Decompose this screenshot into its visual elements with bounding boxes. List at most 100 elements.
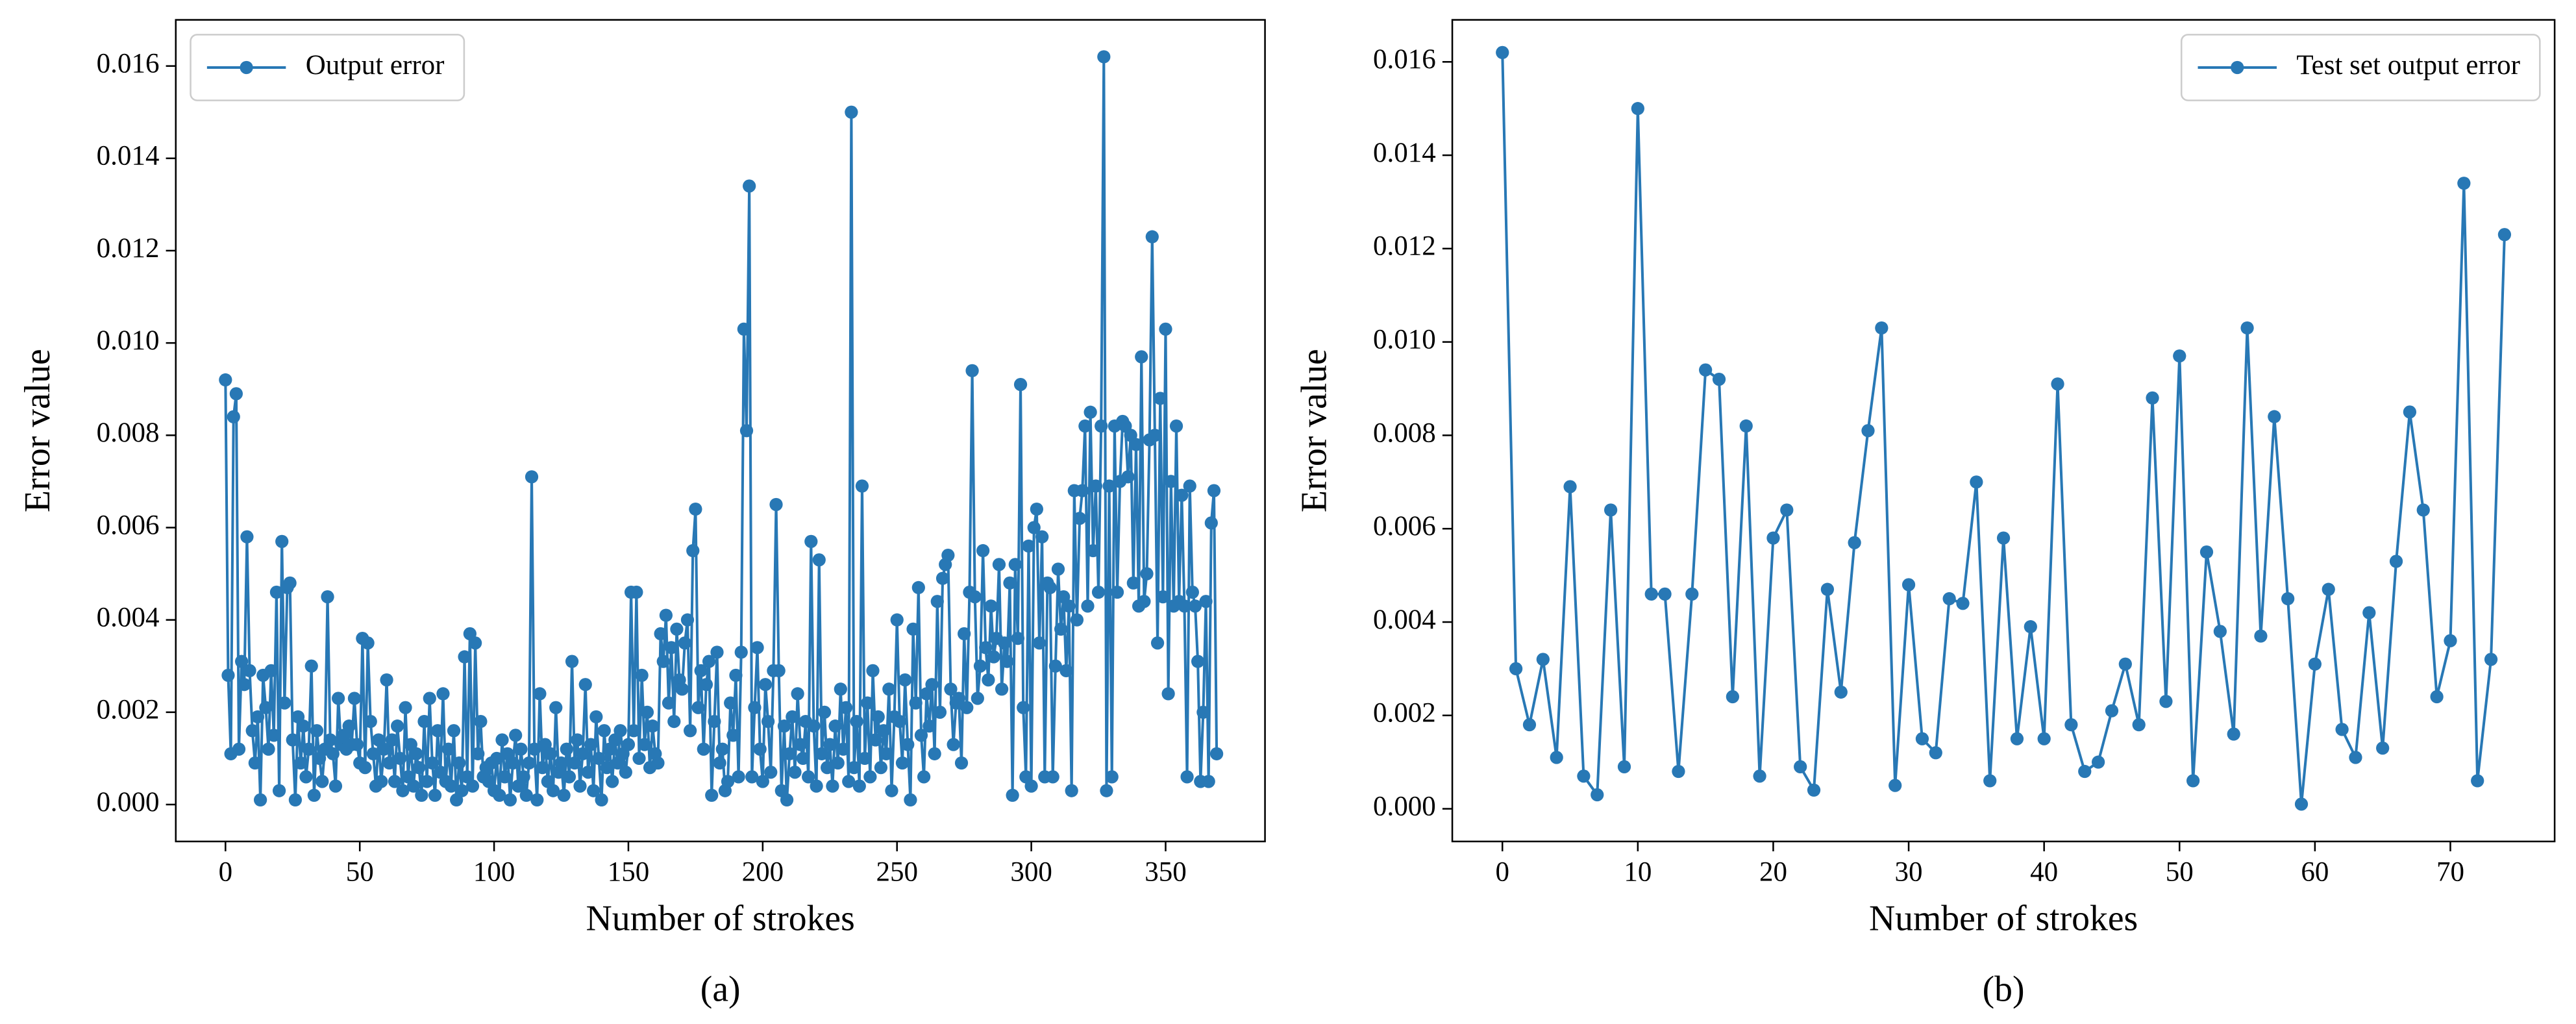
data-point xyxy=(1051,562,1065,576)
legend-marker xyxy=(240,60,253,75)
data-point xyxy=(428,788,442,802)
data-point xyxy=(2430,690,2444,704)
data-point xyxy=(1794,760,1807,773)
y-tick-label: 0.004 xyxy=(97,603,160,633)
data-point xyxy=(409,747,423,760)
data-point xyxy=(1753,769,1766,783)
data-point xyxy=(1766,531,1780,545)
data-point xyxy=(342,719,356,733)
data-point xyxy=(947,738,960,751)
data-point xyxy=(1003,576,1017,590)
data-point xyxy=(1901,578,1916,592)
data-point xyxy=(619,766,632,779)
data-point xyxy=(253,793,267,807)
data-point xyxy=(474,714,488,729)
data-line xyxy=(1501,52,2506,805)
data-point xyxy=(858,751,872,766)
data-point xyxy=(2213,625,2227,638)
data-point xyxy=(933,705,947,719)
data-point xyxy=(498,770,512,784)
data-point xyxy=(944,682,958,696)
data-point xyxy=(1154,392,1167,405)
data-point xyxy=(804,534,818,548)
data-point xyxy=(503,793,517,807)
data-point xyxy=(1027,521,1041,534)
data-point xyxy=(743,179,756,193)
data-point xyxy=(302,742,316,756)
data-point xyxy=(686,543,700,558)
data-point xyxy=(229,387,243,401)
data-point xyxy=(665,641,678,655)
data-point xyxy=(441,742,455,756)
data-point xyxy=(2471,774,2484,788)
data-point xyxy=(2240,321,2254,335)
data-point xyxy=(415,788,428,802)
data-point xyxy=(1175,488,1189,502)
data-point xyxy=(621,738,636,751)
data-point xyxy=(1054,622,1068,636)
data-point xyxy=(606,775,619,788)
data-point xyxy=(321,590,334,604)
data-point xyxy=(2308,657,2322,671)
data-point xyxy=(764,766,778,779)
data-point xyxy=(364,714,377,729)
data-point xyxy=(2403,405,2417,419)
data-point xyxy=(288,793,303,807)
data-point xyxy=(406,779,421,793)
data-point xyxy=(678,636,691,650)
subplot: 0.000 0.002 0.004 0.006 0.008 0.010 0.012 0.014… xyxy=(1294,19,2556,1009)
y-tick-label: 0.002 xyxy=(1373,698,1436,729)
data-point xyxy=(592,751,606,766)
data-point xyxy=(904,793,917,807)
data-point xyxy=(283,576,297,590)
data-point xyxy=(1199,595,1213,608)
data-point xyxy=(495,733,509,747)
subplot: 0.000 0.002 0.004 0.006 0.008 0.010 0.012 0.014… xyxy=(18,19,1266,1009)
data-point xyxy=(1008,558,1022,571)
data-point xyxy=(1102,479,1116,493)
data-point xyxy=(238,678,251,692)
y-tick-label: 0.002 xyxy=(97,695,160,725)
data-point xyxy=(684,724,697,738)
data-point xyxy=(890,613,904,627)
data-point xyxy=(866,664,880,677)
data-point xyxy=(882,682,896,696)
data-point xyxy=(562,770,576,784)
data-point xyxy=(509,729,523,742)
data-point xyxy=(1121,470,1135,484)
y-tick-label: 0.008 xyxy=(97,418,160,448)
data-point xyxy=(375,775,388,788)
data-point xyxy=(272,784,286,797)
data-point xyxy=(885,784,898,797)
data-point xyxy=(1097,50,1111,64)
data-point xyxy=(815,747,828,760)
data-point xyxy=(982,673,995,687)
data-point xyxy=(1848,536,1861,549)
x-axis-label: Number of strokes xyxy=(586,899,855,939)
data-point xyxy=(640,705,654,719)
data-point xyxy=(1875,321,1889,335)
y-tick-label: 0.016 xyxy=(1373,44,1436,75)
data-point xyxy=(893,714,906,729)
data-point xyxy=(560,742,573,756)
data-point xyxy=(310,724,324,738)
data-point xyxy=(817,705,832,719)
data-point xyxy=(1022,539,1035,553)
data-point xyxy=(968,590,982,604)
data-point xyxy=(847,761,861,775)
data-point xyxy=(1150,636,1165,650)
y-tick-label: 0.012 xyxy=(1373,231,1436,262)
data-point xyxy=(925,678,939,692)
data-point xyxy=(836,742,850,756)
data-point xyxy=(264,664,278,677)
data-point xyxy=(323,733,337,747)
y-tick-label: 0.000 xyxy=(97,787,160,818)
data-point xyxy=(2091,755,2105,769)
data-point xyxy=(739,424,754,438)
data-point xyxy=(750,641,764,655)
data-point xyxy=(307,788,321,802)
data-point xyxy=(2349,751,2362,764)
data-point xyxy=(745,770,759,784)
data-point xyxy=(1617,760,1631,773)
y-axis-label: Error value xyxy=(1294,349,1334,512)
